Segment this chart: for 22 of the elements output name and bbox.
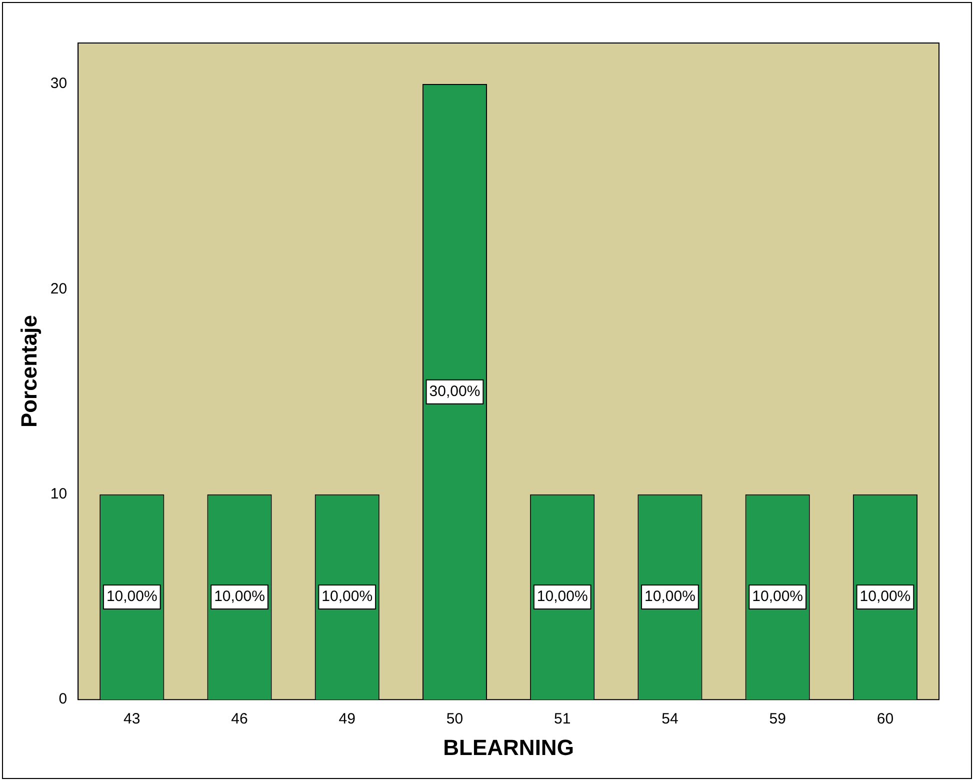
x-tick-label: 46	[231, 710, 248, 728]
data-label: 10,00%	[536, 588, 588, 606]
x-tick-label: 50	[446, 710, 464, 728]
y-tick-label: 20	[50, 280, 68, 298]
x-tick-label: 59	[769, 710, 786, 728]
y-tick-label: 30	[50, 75, 68, 92]
x-tick-label: 49	[338, 710, 356, 728]
x-tick-label: 54	[662, 710, 678, 728]
x-tick-label: 51	[554, 710, 571, 728]
x-tick-label: 43	[124, 710, 140, 728]
x-tick-label: 60	[876, 710, 894, 728]
data-label: 10,00%	[106, 588, 158, 606]
data-label: 30,00%	[429, 382, 480, 400]
data-label: 10,00%	[322, 588, 373, 606]
x-axis-title: BLEARNING	[443, 734, 574, 760]
data-label: 10,00%	[752, 588, 804, 606]
y-axis-title: Porcentaje	[16, 315, 42, 428]
y-tick-label: 0	[58, 690, 68, 708]
data-label: 10,00%	[644, 588, 696, 606]
y-tick-label: 10	[50, 486, 68, 503]
data-label: 10,00%	[214, 588, 265, 606]
data-label: 10,00%	[860, 588, 911, 606]
